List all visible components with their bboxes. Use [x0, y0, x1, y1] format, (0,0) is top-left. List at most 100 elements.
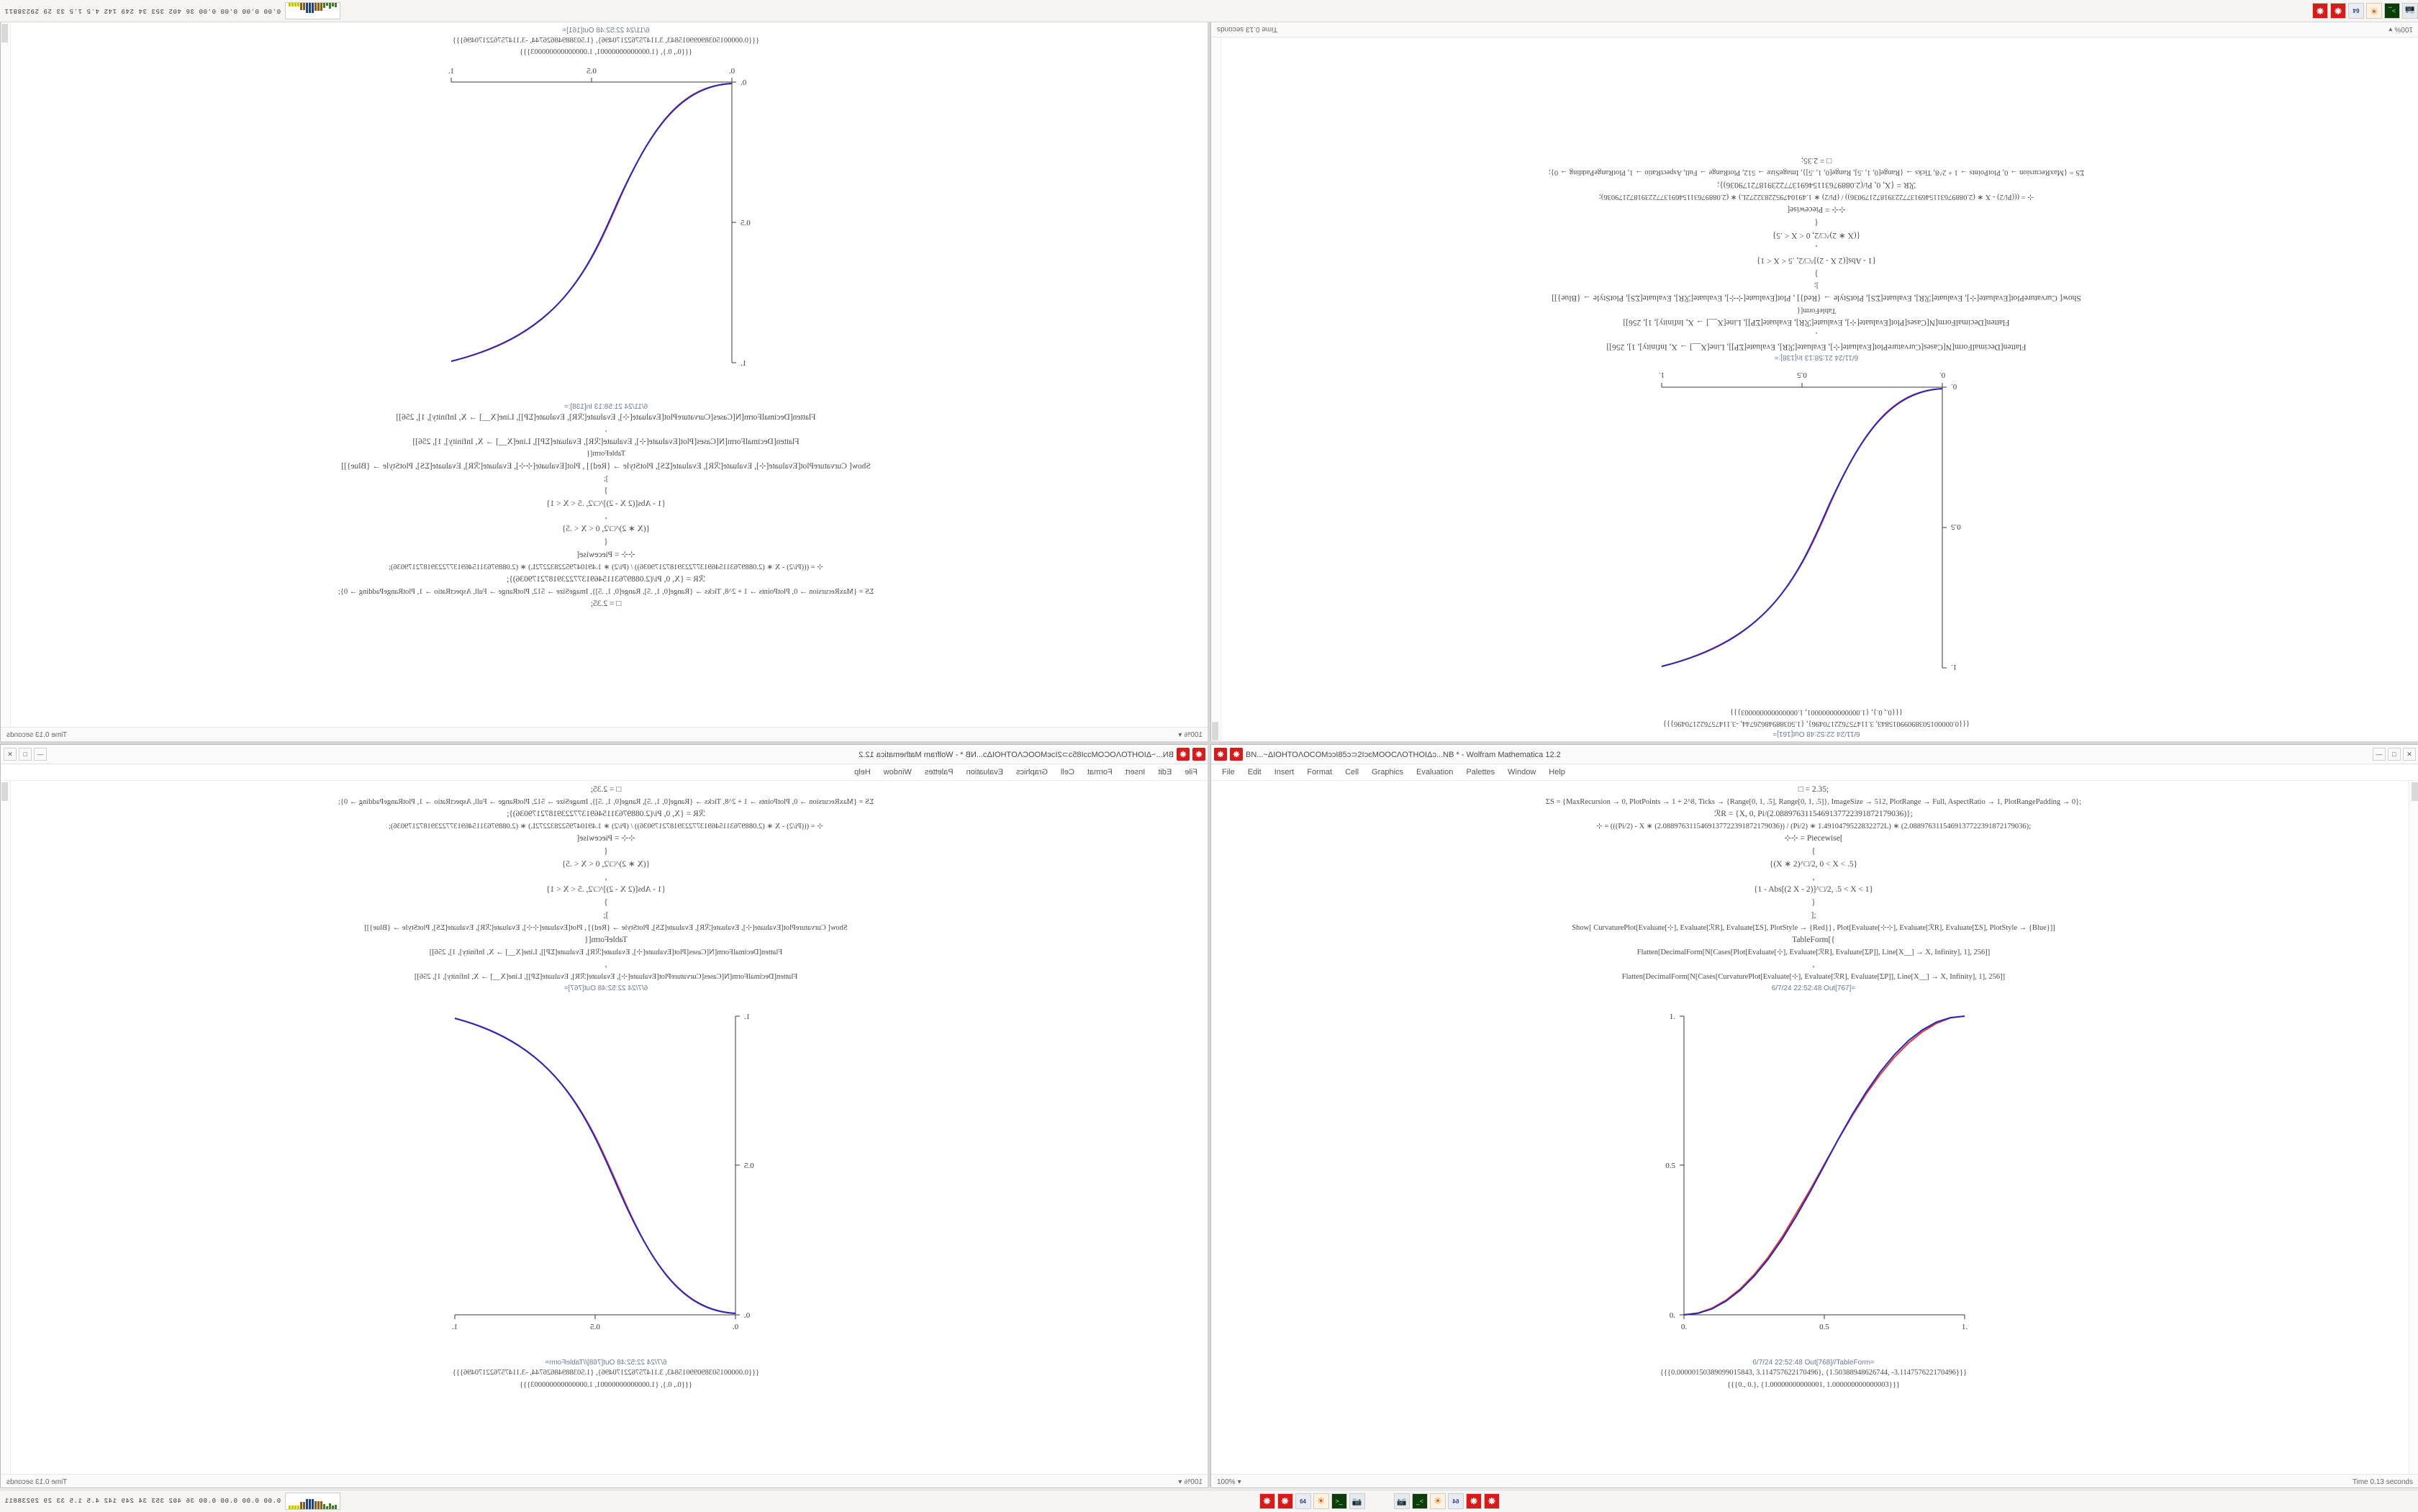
title-bar-bottom-left[interactable]: ❋ ❋ BN...~ΔIOHTOΛOCOMɔɔI85ɔ⊃2IɔєMOOCΛOTH…: [1, 745, 1208, 764]
menu-format[interactable]: Format: [1087, 768, 1113, 777]
notebook-bottom-left[interactable]: □ = 2.35; ΣS = {MaxRecursion → 0, PlotPo…: [1, 781, 1208, 1488]
menu-bar-bottom-left[interactable]: File Edit Insert Format Cell Graphics Ev…: [1, 764, 1208, 781]
code-line[interactable]: TableForm[{: [584, 936, 628, 945]
menu-edit[interactable]: Edit: [1158, 768, 1172, 777]
code-line[interactable]: ,: [1815, 330, 1818, 339]
menu-bar-bottom-right[interactable]: File Edit Insert Format Cell Graphics Ev…: [1211, 764, 2418, 781]
code-line[interactable]: ΣS = {MaxRecursion → 0, PlotPoints → 1 +…: [1548, 168, 2085, 177]
top-panel-left-half[interactable]: 0.00 0.00 0.00 0.00 36 402 353 34 249 14…: [0, 0, 341, 22]
top-panel[interactable]: 0.00 0.00 0.00 0.00 36 402 353 34 249 14…: [0, 0, 2418, 22]
mathematica-icon[interactable]: ❋: [2312, 3, 2328, 19]
code-line[interactable]: Show[ CurvaturePlot[Evaluate[⊹], Evaluat…: [1572, 923, 2055, 932]
code-line[interactable]: Flatten[DecimalForm[N[Cases[Plot[Evaluat…: [412, 437, 800, 446]
window-bottom-right[interactable]: ❋ ❋ BN...~ΔIOHTOΛOCOMɔɔI85ɔ⊃2IɔєMOOCΛOTH…: [1210, 744, 2418, 1488]
code-line[interactable]: Flatten[DecimalForm[N[Cases[Plot[Evaluat…: [1623, 318, 2010, 327]
terminal-icon[interactable]: >_: [2384, 3, 2400, 19]
menu-window[interactable]: Window: [883, 768, 912, 777]
maximize-button[interactable]: □: [2388, 748, 2401, 761]
code-line[interactable]: ,: [1815, 243, 1818, 253]
notebook-top-right[interactable]: 6/11/24 22:52:48 Out[161]= {{{0.00000150…: [1211, 22, 2418, 742]
plot-container-top-right[interactable]: 0. 0.5 1. 0. 0.5 1.: [1230, 363, 2403, 705]
code-line[interactable]: Show[ CurvaturePlot[Evaluate[⊹], Evaluat…: [364, 923, 848, 932]
firefox-icon[interactable]: ☀: [1313, 1493, 1329, 1509]
code-line[interactable]: Flatten[DecimalForm[N[Cases[CurvaturePlo…: [1621, 973, 2006, 981]
zoom-selector[interactable]: 100% ▾: [1217, 1478, 1241, 1486]
minimize-button[interactable]: —: [34, 748, 47, 761]
code-line[interactable]: TableForm[{: [586, 450, 626, 458]
notebook-bottom-right[interactable]: □ = 2.35; ΣS = {MaxRecursion → 0, PlotPo…: [1211, 781, 2418, 1488]
bottom-panel-tray[interactable]: ❋ ❋ 64 ☀ >_ 📷: [1259, 1493, 1365, 1509]
code-line[interactable]: }: [1814, 269, 1819, 279]
code-line[interactable]: ℛR = {X, 0, Pi/(2.0889763115469137722391…: [507, 574, 705, 584]
plot-container-bottom-right[interactable]: 0. 0.5 1. 0. 0.5 1.: [1227, 993, 2400, 1357]
code-line[interactable]: ,: [604, 425, 607, 434]
menu-graphics[interactable]: Graphics: [1372, 768, 1404, 777]
code-line[interactable]: ⊹⊹ = Piecewise[: [576, 550, 635, 559]
menu-format[interactable]: Format: [1307, 768, 1333, 777]
window-top-right[interactable]: 6/11/24 22:52:48 Out[161]= {{{0.00000150…: [1210, 22, 2418, 743]
top-panel-tray[interactable]: 📷 >_ ☀ 64 ❋ ❋: [2312, 3, 2418, 19]
code-line[interactable]: Flatten[DecimalForm[N[Cases[Plot[Evaluat…: [1636, 948, 1991, 956]
code-line[interactable]: ⊹ = (((Pi/2) - X ∗ (2.088976311546913772…: [1598, 193, 2034, 202]
save-icon[interactable]: 64: [1447, 1493, 1464, 1509]
scrollbar-thumb[interactable]: [1, 24, 8, 42]
save-icon[interactable]: 64: [1295, 1493, 1311, 1509]
code-line[interactable]: ⊹ = (((Pi/2) - X ∗ (2.088976311546913772…: [388, 822, 824, 830]
code-line[interactable]: ,: [604, 512, 607, 521]
code-line[interactable]: Flatten[DecimalForm[N[Cases[CurvaturePlo…: [396, 412, 816, 422]
vertical-divider[interactable]: [1208, 22, 1210, 1487]
menu-evaluation[interactable]: Evaluation: [966, 768, 1003, 777]
window-top-left[interactable]: 6/11/24 22:52:48 Out[161]= {{{0.00000150…: [0, 22, 1209, 743]
code-line[interactable]: Show[ CurvaturePlot[Evaluate[⊹], Evaluat…: [341, 461, 871, 471]
code-line[interactable]: ,: [1812, 872, 1815, 882]
menu-file[interactable]: File: [1222, 768, 1235, 777]
code-line[interactable]: ⊹ = (((Pi/2) - X ∗ (2.088976311546913772…: [1595, 822, 2032, 830]
firefox-icon[interactable]: ☀: [2366, 3, 2382, 19]
menu-evaluation[interactable]: Evaluation: [1416, 768, 1454, 777]
code-line[interactable]: ,: [604, 872, 607, 882]
code-line[interactable]: ΣS = {MaxRecursion → 0, PlotPoints → 1 +…: [338, 797, 874, 806]
bottom-panel[interactable]: 0.00 0.00 0.00 0.00 36 402 353 34 249 14…: [0, 1490, 2418, 1512]
code-line[interactable]: {1 - Abs[(2 X - 2)]^□/2, .5 < X < 1}: [545, 885, 666, 895]
minimize-button[interactable]: —: [2373, 748, 2386, 761]
chevron-down-icon[interactable]: ▾: [1178, 1477, 1182, 1486]
menu-cell[interactable]: Cell: [1060, 768, 1074, 777]
code-line[interactable]: □ = 2.35;: [1801, 156, 1832, 166]
code-line[interactable]: ⊹⊹ = Piecewise[: [1787, 205, 1846, 214]
code-line[interactable]: ⊹⊹ = Piecewise[: [576, 834, 635, 843]
terminal-icon[interactable]: >_: [1331, 1493, 1347, 1509]
mathematica-icon[interactable]: ❋: [1465, 1493, 1482, 1509]
code-line[interactable]: TableForm[{: [1796, 306, 1837, 314]
mathematica-icon[interactable]: ❋: [2330, 3, 2346, 19]
screenshot-icon[interactable]: 📷: [1349, 1493, 1365, 1509]
code-line[interactable]: ΣS = {MaxRecursion → 0, PlotPoints → 1 +…: [338, 587, 874, 596]
chevron-down-icon[interactable]: ▾: [2388, 25, 2393, 34]
notebook-scrollbar[interactable]: [2409, 781, 2418, 1475]
screenshot-icon[interactable]: 📷: [2402, 3, 2418, 19]
code-line[interactable]: {: [604, 846, 608, 856]
code-line[interactable]: {: [1814, 217, 1819, 227]
code-line[interactable]: ,: [604, 960, 607, 969]
code-line[interactable]: □ = 2.35;: [590, 785, 622, 794]
code-line[interactable]: {1 - Abs[(2 X - 2)]^□/2, .5 < X < 1}: [1756, 256, 1877, 266]
menu-cell[interactable]: Cell: [1345, 768, 1359, 777]
code-line[interactable]: {(X ∗ 2)^□/2, 0 < X < .5}: [1769, 859, 1858, 869]
code-line[interactable]: }: [1811, 898, 1816, 907]
menu-insert[interactable]: Insert: [1274, 768, 1295, 777]
code-line[interactable]: ];: [603, 911, 609, 920]
bottom-panel-tray-mirror[interactable]: ❋ ❋ 64 ☀ >_ 📷: [1393, 1493, 1500, 1509]
mathematica-icon[interactable]: ❋: [1277, 1493, 1293, 1509]
close-button[interactable]: ✕: [2403, 748, 2416, 761]
code-line[interactable]: {(X ∗ 2)^□/2, 0 < X < .5}: [561, 859, 651, 869]
notebook-scrollbar[interactable]: [1211, 37, 1221, 742]
code-line[interactable]: Flatten[DecimalForm[N[Cases[CurvaturePlo…: [1606, 343, 2027, 352]
code-line[interactable]: Flatten[DecimalForm[N[Cases[CurvaturePlo…: [414, 973, 798, 981]
save-icon[interactable]: 64: [2348, 3, 2364, 19]
mathematica-icon[interactable]: ❋: [1483, 1493, 1500, 1509]
zoom-selector[interactable]: 100% ▾: [1178, 1478, 1203, 1486]
menu-window[interactable]: Window: [1508, 768, 1536, 777]
menu-insert[interactable]: Insert: [1125, 768, 1146, 777]
code-line[interactable]: ];: [1814, 281, 1819, 290]
plot-container-bottom-left[interactable]: 0. 0.5 1. 0. 0.5 1.: [19, 993, 1192, 1357]
menu-palettes[interactable]: Palettes: [924, 768, 954, 777]
